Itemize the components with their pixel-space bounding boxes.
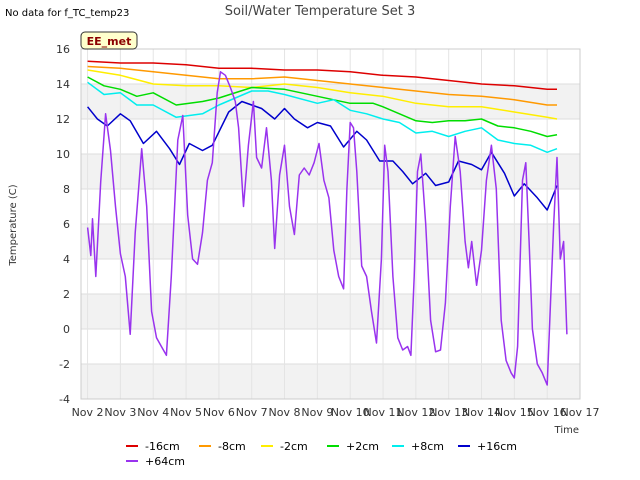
x-tick-label: Nov 4	[137, 406, 169, 419]
badge-label: EE_met	[87, 35, 132, 48]
x-tick-label: Nov 14	[462, 406, 501, 419]
x-tick-label: Nov 6	[203, 406, 235, 419]
x-tick-label: Nov 7	[236, 406, 268, 419]
legend-label: -8cm	[218, 440, 246, 453]
series-line-8cmcm	[87, 65, 557, 106]
no-data-notice: No data for f_TC_temp23	[5, 8, 130, 19]
series-line-2cmcm	[87, 76, 558, 138]
legend-label: -16cm	[145, 440, 180, 453]
y-tick-label: 14	[56, 78, 70, 91]
y-tick-label: 6	[63, 218, 70, 231]
x-tick-label: Nov 9	[301, 406, 333, 419]
y-tick-label: 16	[56, 43, 70, 56]
x-tick-label: Nov 10	[331, 406, 370, 419]
x-tick-label: Nov 13	[429, 406, 468, 419]
plot-band	[81, 329, 580, 364]
plot-band	[81, 49, 580, 84]
x-tick-label: Nov 8	[269, 406, 301, 419]
x-tick-labels: Nov 2 Nov 3 Nov 4 Nov 5 Nov 6 Nov 7 Nov 8 Nov 9…	[72, 406, 600, 419]
legend-label: -2cm	[280, 440, 308, 453]
x-tick-label: Nov 17	[561, 406, 600, 419]
plot-band	[81, 119, 580, 154]
y-tick-label: -4	[59, 393, 70, 406]
y-tick-label: -2	[59, 358, 70, 371]
plot-band	[81, 154, 580, 189]
y-tick-label: 8	[63, 183, 70, 196]
series-line-2cmcm	[87, 69, 558, 120]
legend-label: +16cm	[477, 440, 517, 453]
x-tick-label: Nov 12	[396, 406, 435, 419]
series-line-8cmcm	[87, 81, 558, 154]
x-tick-label: Nov 2	[72, 406, 104, 419]
y-tick-label: 4	[63, 253, 70, 266]
legend: -16cm -8cm -2cm +2cm +8cm +16cm +64cm	[126, 440, 517, 468]
legend-label: +64cm	[145, 455, 185, 468]
chart-title: Soil/Water Temperature Set 3	[225, 4, 416, 19]
x-tick-label: Nov 5	[170, 406, 202, 419]
y-tick-label: 2	[63, 288, 70, 301]
y-tick-label: 0	[63, 323, 70, 336]
badge-box	[80, 31, 138, 50]
plot-frame	[80, 48, 581, 400]
series-line-64cmcm	[86, 71, 568, 386]
series-line-16cmcm	[87, 100, 558, 211]
y-tick-label: 12	[56, 113, 70, 126]
plot-band	[81, 259, 580, 294]
series-layer	[86, 60, 568, 386]
y-tick-label: 10	[56, 148, 70, 161]
legend-label: +8cm	[411, 440, 444, 453]
x-tick-label: Nov 16	[528, 406, 567, 419]
plot-band	[81, 224, 580, 259]
plot-band	[81, 294, 580, 329]
legend-label: +2cm	[346, 440, 379, 453]
y-tick-labels: -4 -2 0 2 4 6 8 10 12 14 16	[56, 43, 70, 406]
plot-band	[81, 364, 580, 399]
series-line-16cmcm	[87, 60, 557, 91]
x-tick-label: Nov 15	[495, 406, 534, 419]
x-tick-label: Nov 3	[104, 406, 136, 419]
x-tick-label: Nov 11	[364, 406, 403, 419]
badge: EE_met	[80, 31, 138, 50]
y-axis-label: Temperature (C)	[8, 184, 19, 266]
x-axis-label: Time	[554, 425, 579, 436]
